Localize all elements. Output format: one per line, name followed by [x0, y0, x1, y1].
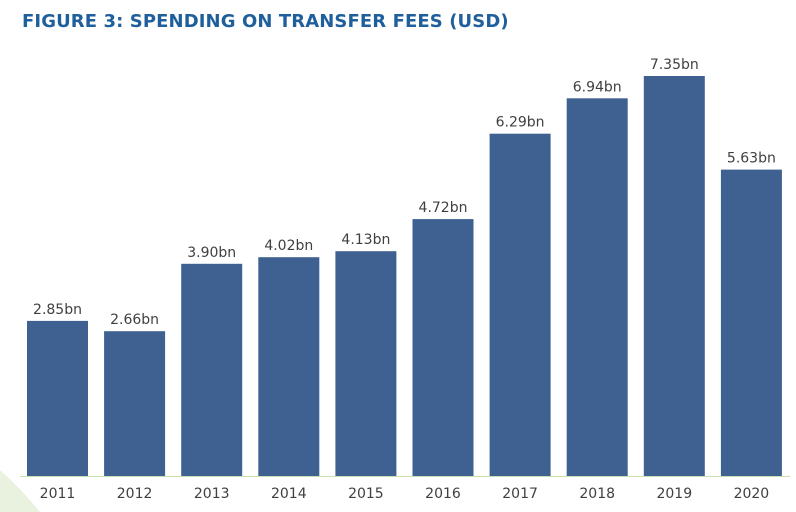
value-label-2011: 2.85bn: [33, 302, 82, 318]
value-label-2016: 4.72bn: [419, 200, 468, 216]
bar-2014: [258, 257, 320, 476]
bar-2015: [335, 251, 397, 476]
decorative-leaf: [0, 470, 40, 512]
x-tick-label-2012: 2012: [117, 486, 153, 502]
bar-2018: [566, 98, 628, 477]
bar-2013: [181, 263, 243, 476]
bar-2011: [27, 320, 88, 476]
value-label-2018: 6.94bn: [573, 79, 622, 95]
x-tick-label-2018: 2018: [579, 486, 615, 502]
bar-2012: [104, 331, 166, 476]
value-label-2019: 7.35bn: [650, 57, 699, 73]
value-label-2014: 4.02bn: [264, 238, 313, 254]
x-tick-label-2014: 2014: [271, 486, 307, 502]
x-tick-label-2016: 2016: [425, 486, 461, 502]
x-tick-label-2019: 2019: [656, 486, 692, 502]
x-tick-label-2020: 2020: [734, 486, 770, 502]
x-tick-label-2013: 2013: [194, 486, 230, 502]
value-label-2015: 4.13bn: [341, 232, 390, 248]
x-tick-label-2015: 2015: [348, 486, 384, 502]
bars-group: [27, 76, 782, 477]
bar-2016: [412, 219, 474, 476]
value-label-2017: 6.29bn: [496, 115, 545, 131]
value-label-2013: 3.90bn: [187, 245, 236, 261]
x-tick-label-2017: 2017: [502, 486, 538, 502]
x-tick-labels-group: 2011 2012 2013 2014 2015 2016 2017 2018 2019 2020: [40, 486, 770, 502]
bar-2019: [643, 76, 705, 476]
bar-2017: [489, 133, 551, 476]
chart-title: FIGURE 3: SPENDING ON TRANSFER FEES (USD…: [22, 11, 509, 32]
value-labels-group: 2.85bn 2.66bn 3.90bn 4.02bn 4.13bn 4.72bn 6.29…: [33, 57, 776, 328]
x-tick-label-2011: 2011: [40, 486, 76, 502]
bar-2020: [720, 169, 782, 476]
value-label-2012: 2.66bn: [110, 312, 159, 328]
value-label-2020: 5.63bn: [727, 151, 776, 167]
